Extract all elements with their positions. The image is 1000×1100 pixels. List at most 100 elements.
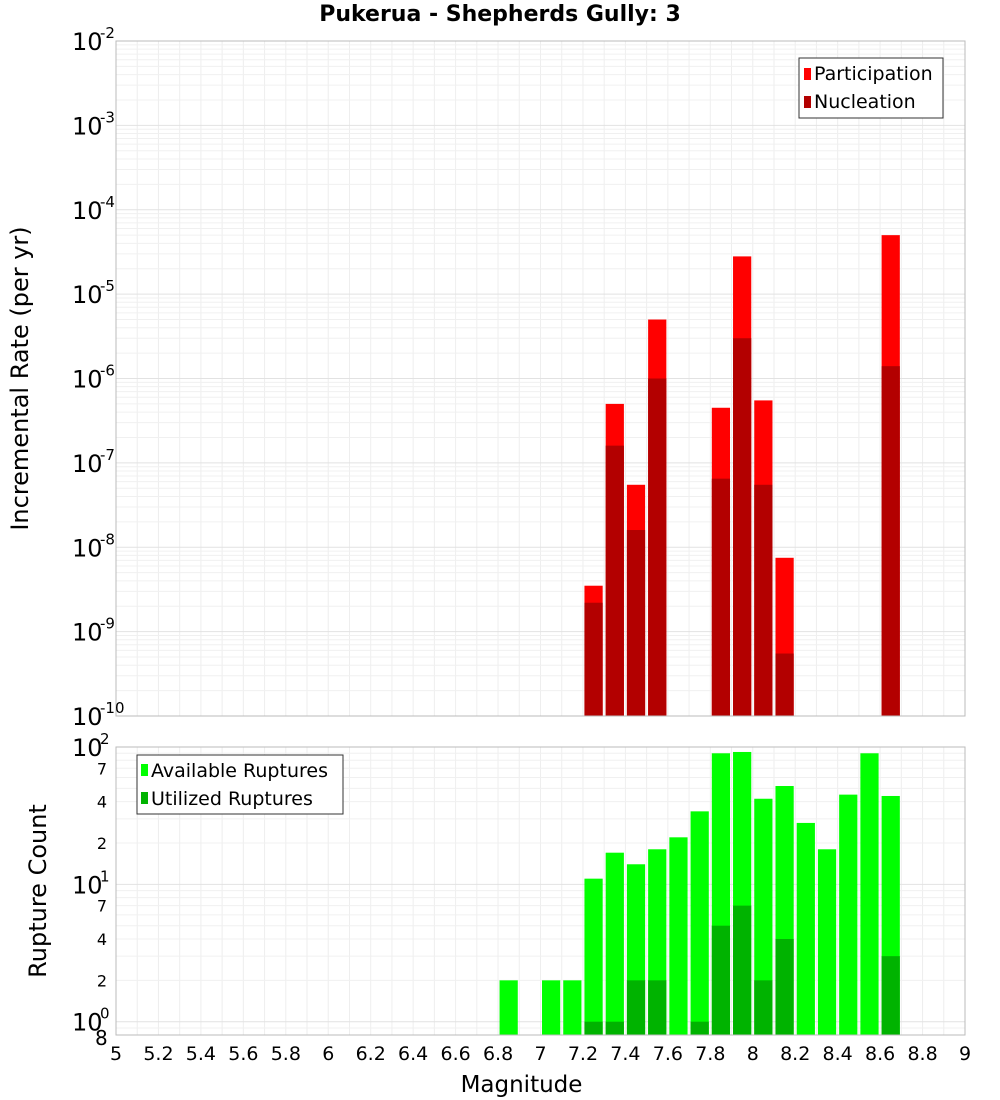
utilized-bar <box>605 1021 624 1035</box>
count-y-minor-tick-label: 2 <box>97 834 107 853</box>
count-legend-box <box>136 754 344 815</box>
count-y-tick-exp: 0 <box>100 1005 110 1023</box>
count-y-minor-tick-label: 7 <box>97 897 107 916</box>
x-tick-label: 8.6 <box>865 1043 895 1065</box>
rate-y-axis-label: Incremental Rate (per yr) <box>6 226 34 530</box>
x-tick-label: 6.8 <box>483 1043 513 1065</box>
rate-y-tick-label: 10-4 <box>72 193 115 225</box>
x-tick-label: 7.6 <box>653 1043 683 1065</box>
nucleation-bar <box>648 378 667 716</box>
rate-y-tick-base: 10 <box>72 450 103 478</box>
rate-plot: 10-210-310-410-510-610-710-810-910-10Inc… <box>6 24 966 731</box>
rate-y-tick-exp: -3 <box>100 108 115 126</box>
x-tick-label: 5.6 <box>228 1043 258 1065</box>
x-tick-label: 6.2 <box>356 1043 386 1065</box>
nucleation-bar <box>733 338 752 716</box>
count-y-minor-tick-label: 4 <box>97 930 107 949</box>
utilized-swatch <box>141 792 148 804</box>
rate-y-tick-base: 10 <box>72 703 103 731</box>
rate-y-tick-base: 10 <box>72 281 103 309</box>
available-bar <box>669 837 688 1035</box>
x-tick-label: 8.8 <box>907 1043 937 1065</box>
available-bar <box>817 849 837 1035</box>
x-tick-label: 6.4 <box>398 1043 428 1065</box>
utilized-bar <box>881 956 900 1035</box>
utilized-bar <box>584 1021 603 1035</box>
rate-y-tick-label: 10-2 <box>72 24 115 56</box>
count-y-tick-label: 102 <box>72 730 110 762</box>
x-tick-label: 5.2 <box>143 1043 173 1065</box>
nucleation-bar <box>605 445 624 716</box>
x-tick-label: 6.6 <box>440 1043 470 1065</box>
rate-y-tick-exp: -4 <box>100 193 115 211</box>
x-tick-label: 5.4 <box>186 1043 216 1065</box>
count-legend: Available Ruptures Utilized Ruptures <box>136 754 344 815</box>
x-axis-label: Magnitude <box>461 1072 583 1098</box>
rate-y-tick-label: 10-10 <box>72 699 125 731</box>
available-bar <box>690 811 709 1035</box>
utilized-bar <box>733 905 752 1035</box>
count-plot-border <box>115 746 966 1036</box>
rate-y-tick-label: 10-7 <box>72 446 115 478</box>
nucleation-bar <box>626 530 646 716</box>
utilized-bar <box>690 1021 709 1035</box>
x-tick-label: 8.2 <box>780 1043 810 1065</box>
count-y-tick-base: 10 <box>72 734 103 762</box>
available-legend-label: Available Ruptures <box>151 760 328 782</box>
nucleation-legend-label: Nucleation <box>814 91 916 113</box>
x-tick-label: 7.2 <box>568 1043 598 1065</box>
count-y-tick-exp: 1 <box>100 867 110 885</box>
rate-y-tick-exp: -9 <box>100 615 115 633</box>
participation-swatch <box>804 68 811 80</box>
rate-y-tick-label: 10-3 <box>72 108 115 140</box>
count-y-minor-tick-label: 7 <box>97 759 107 778</box>
participation-legend-label: Participation <box>814 63 933 85</box>
available-bar <box>605 852 624 1035</box>
utilized-bar <box>754 980 773 1035</box>
rate-y-tick-base: 10 <box>72 112 103 140</box>
rate-plot-border <box>115 40 966 717</box>
rate-legend: Participation Nucleation <box>798 57 944 119</box>
utilized-bar <box>648 980 667 1035</box>
x-tick-label: 8.4 <box>823 1043 853 1065</box>
available-bar <box>563 980 582 1035</box>
x-tick-label: 8 <box>747 1043 759 1065</box>
nucleation-bar <box>754 484 773 716</box>
x-tick-label: 6 <box>322 1043 334 1065</box>
count-y-tick-label: 101 <box>72 867 110 899</box>
available-swatch <box>141 764 148 776</box>
x-tick-label: 7.8 <box>695 1043 725 1065</box>
count-y-tick-exp: 2 <box>100 730 110 748</box>
count-y-tick-base: 10 <box>72 871 103 899</box>
available-bar <box>839 794 858 1035</box>
x-tick-label: 7 <box>534 1043 546 1065</box>
rate-y-tick-exp: -8 <box>100 530 115 548</box>
count-y-minor-tick-label: 2 <box>97 971 107 990</box>
count-y-tick-base: 10 <box>72 1009 103 1037</box>
x-tick-label: 5.8 <box>271 1043 301 1065</box>
utilized-legend-label: Utilized Ruptures <box>151 788 313 810</box>
rate-y-tick-base: 10 <box>72 619 103 647</box>
available-bar <box>860 753 879 1035</box>
rate-y-tick-exp: -10 <box>100 699 125 717</box>
rate-y-tick-label: 10-8 <box>72 530 115 562</box>
rate-y-tick-base: 10 <box>72 366 103 394</box>
utilized-bar <box>711 925 731 1035</box>
rate-y-tick-label: 10-6 <box>72 362 115 394</box>
nucleation-bar <box>711 478 731 716</box>
rate-y-tick-base: 10 <box>72 197 103 225</box>
rate-legend-box <box>798 57 944 119</box>
rate-y-tick-base: 10 <box>72 28 103 56</box>
available-bar <box>754 798 773 1035</box>
count-y-bottom-tick-label: 8 <box>95 1026 108 1050</box>
x-tick-label: 5 <box>110 1043 122 1065</box>
available-bar <box>499 980 518 1035</box>
rate-y-tick-exp: -2 <box>100 24 115 42</box>
available-bar <box>542 980 561 1035</box>
nucleation-bar <box>584 602 603 716</box>
rate-y-tick-exp: -6 <box>100 362 115 380</box>
nucleation-swatch <box>804 96 811 108</box>
count-y-minor-tick-label: 4 <box>97 793 107 812</box>
available-bar <box>796 822 815 1035</box>
